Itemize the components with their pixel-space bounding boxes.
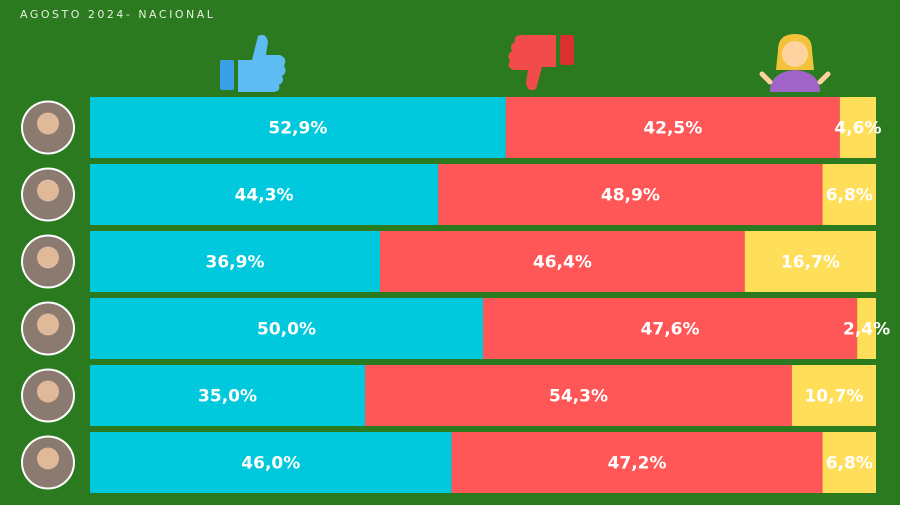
bar-segment: [90, 164, 439, 225]
value-label: 6,8%: [826, 454, 873, 474]
candidate-face: [37, 313, 59, 336]
value-label: 47,6%: [641, 320, 700, 340]
bar-segment: [505, 97, 840, 158]
icon-thumbs-up: [220, 34, 286, 92]
bar-segment: [451, 432, 823, 493]
icon-shrug: [759, 34, 831, 92]
value-label: 10,7%: [804, 387, 863, 407]
bar-segment: [791, 365, 876, 426]
bar-segment: [822, 164, 876, 225]
value-label: 2,4%: [843, 320, 890, 340]
bar-segment: [744, 231, 876, 292]
value-label: 16,7%: [781, 253, 840, 273]
candidate-face: [37, 447, 59, 470]
value-label: 6,8%: [826, 186, 873, 206]
value-label: 46,4%: [533, 253, 592, 273]
candidate-face: [37, 246, 59, 269]
value-label: 42,5%: [643, 119, 702, 139]
value-label: 52,9%: [268, 119, 327, 139]
bar-segment: [90, 432, 452, 493]
candidate-face: [37, 380, 59, 403]
value-label: 46,0%: [241, 454, 300, 474]
value-label: 4,6%: [834, 119, 881, 139]
bar-segment: [380, 231, 745, 292]
candidate-face: [37, 179, 59, 202]
value-label: 48,9%: [601, 186, 660, 206]
candidate-face: [37, 112, 59, 135]
bar-segment: [365, 365, 792, 426]
bar-segment: [90, 298, 483, 359]
value-label: 50,0%: [257, 320, 316, 340]
value-label: 35,0%: [198, 387, 257, 407]
bar-segment: [483, 298, 858, 359]
value-label: 44,3%: [235, 186, 294, 206]
bar-segment: [857, 298, 876, 359]
bar-segment: [90, 365, 366, 426]
icon-thumbs-down: [508, 35, 574, 91]
value-label: 47,2%: [608, 454, 667, 474]
value-label: 36,9%: [206, 253, 265, 273]
bar-segment: [90, 231, 381, 292]
bar-segment: [438, 164, 823, 225]
value-label: 54,3%: [549, 387, 608, 407]
bar-segment: [822, 432, 876, 493]
bar-segment: [839, 97, 876, 158]
chart-title: AGOSTO 2024- NACIONAL: [20, 8, 215, 21]
bar-segment: [90, 97, 506, 158]
